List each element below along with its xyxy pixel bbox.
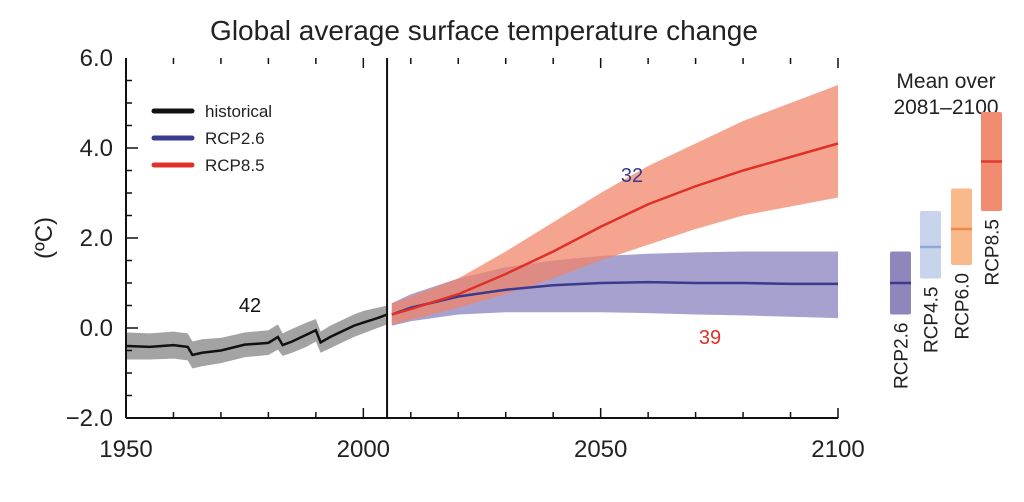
y-tick-label: 6.0	[80, 45, 113, 72]
line-rcp85	[391, 142, 839, 316]
model-count-label: 42	[239, 295, 261, 317]
y-axis-label: (ºC)	[31, 217, 58, 259]
model-count-label: 32	[621, 165, 643, 187]
scenario-label: RCP2.6	[892, 323, 913, 390]
y-tick-label: 0.0	[80, 315, 113, 342]
side-panel-period: 2081–2100	[893, 96, 998, 119]
legend-label: RCP8.5	[205, 156, 265, 175]
line-historical	[125, 313, 388, 357]
x-tick-label: 2000	[337, 436, 390, 463]
scenario-label: RCP4.5	[922, 287, 943, 354]
legend-label: RCP2.6	[205, 129, 265, 148]
x-tick-label: 2050	[574, 436, 627, 463]
band-rcp85	[391, 85, 838, 325]
x-tick-label: 2100	[811, 436, 864, 463]
y-tick-label: 4.0	[80, 135, 113, 162]
scenario-label: RCP6.0	[953, 273, 974, 340]
model-count-label: 39	[699, 327, 721, 349]
y-tick-label: 2.0	[80, 225, 113, 252]
range-bar-rcp45	[920, 211, 941, 279]
legend-label: historical	[205, 102, 272, 121]
y-tick-label: −2.0	[66, 405, 113, 432]
chart-title: Global average surface temperature chang…	[210, 15, 758, 46]
x-tick-label: 1950	[99, 436, 152, 463]
side-panel-title: Mean over	[896, 70, 995, 93]
scenario-label: RCP8.5	[983, 219, 1004, 286]
range-bar-rcp60	[951, 188, 972, 265]
